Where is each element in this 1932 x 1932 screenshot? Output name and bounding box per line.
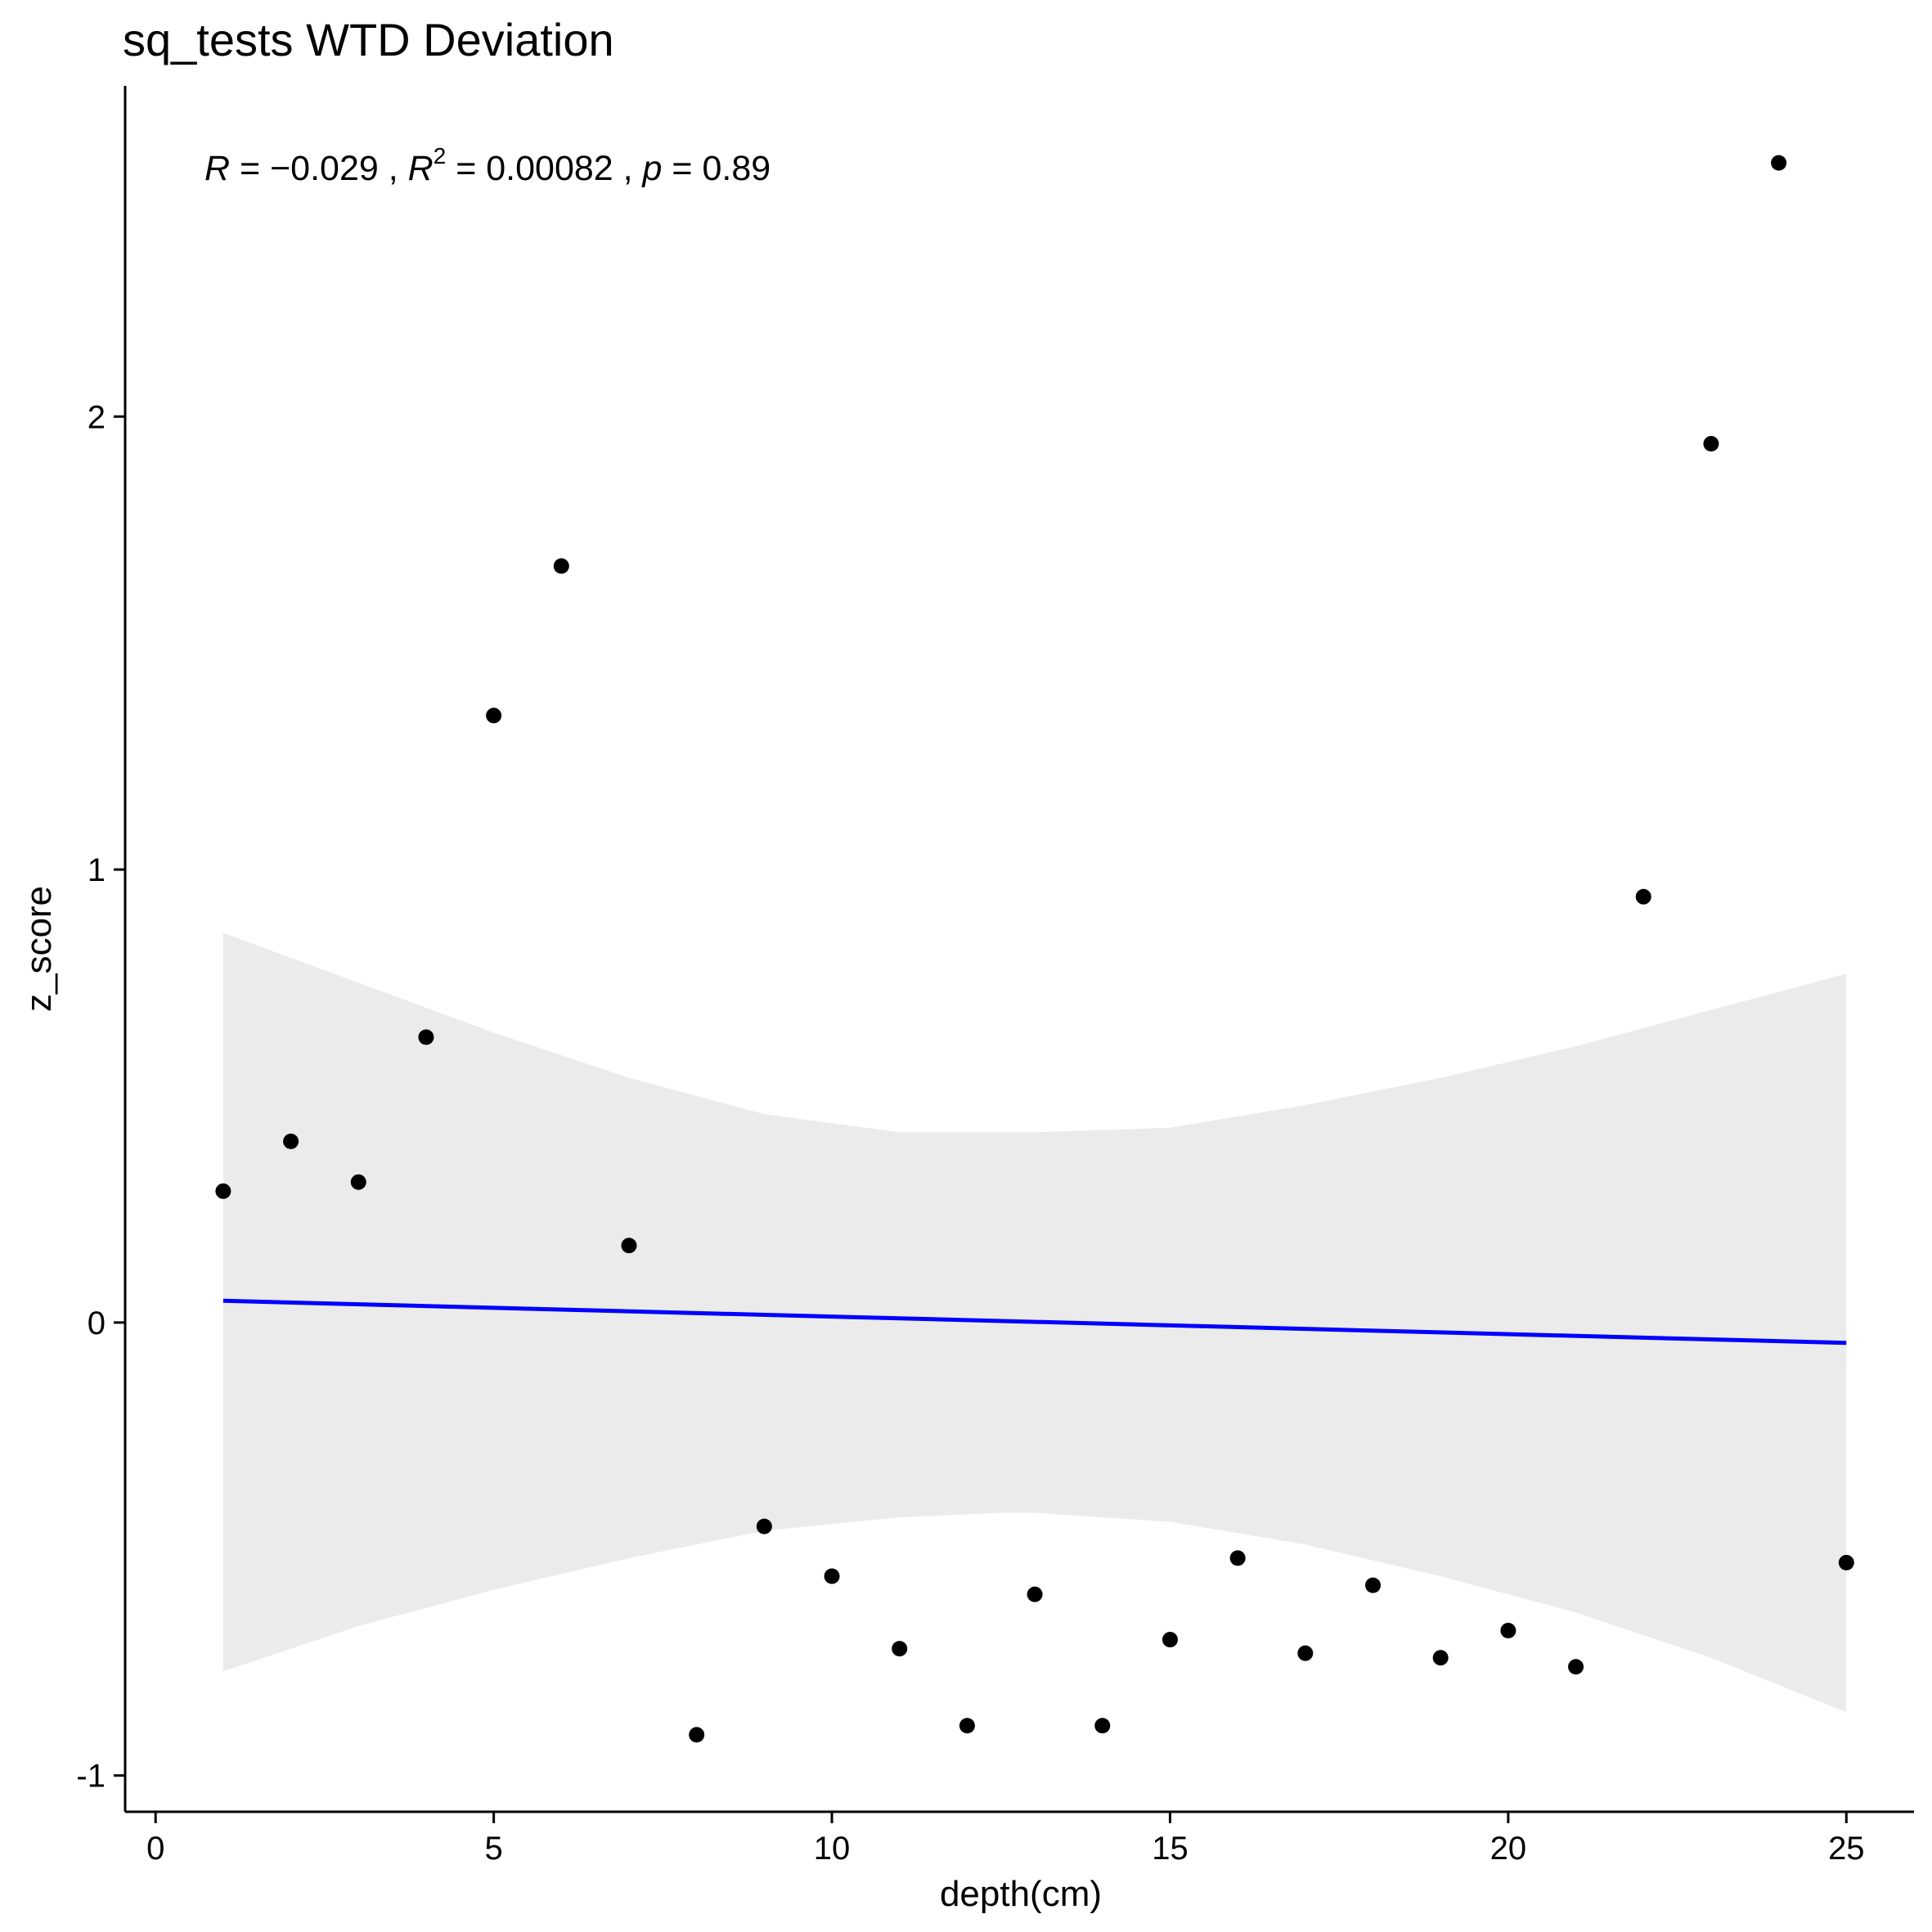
data-point [892, 1641, 908, 1657]
data-point [824, 1568, 840, 1584]
y-axis-label: z_score [19, 886, 59, 1012]
data-point [283, 1133, 299, 1149]
x-axis-label: depth(cm) [940, 1874, 1102, 1914]
data-point [756, 1518, 772, 1534]
data-point [418, 1029, 434, 1045]
data-point [1703, 436, 1719, 452]
regression-line-layer [222, 1298, 1847, 1346]
x-tick-label: 0 [146, 1831, 164, 1867]
data-point [1229, 1550, 1246, 1566]
annot-r2-value: = 0.00082 , [446, 149, 642, 188]
regression-line [222, 1298, 1847, 1346]
data-point [1365, 1577, 1382, 1593]
data-point [1635, 888, 1651, 905]
data-point [689, 1727, 705, 1743]
data-point [486, 708, 502, 724]
annot-p-symbol: p [641, 149, 663, 188]
data-point [553, 558, 569, 574]
data-point [1432, 1650, 1449, 1666]
data-point [1771, 155, 1787, 171]
data-points-layer [215, 155, 1854, 1743]
annot-r-value: = −0.029 , [230, 149, 408, 188]
data-point [1568, 1659, 1584, 1675]
y-tick-label: -1 [76, 1759, 106, 1795]
y-ticks-layer: -1 0 1 2 [76, 399, 125, 1795]
annot-r2-superscript: 2 [434, 143, 447, 168]
data-point [1838, 1554, 1854, 1570]
x-tick-label: 15 [1152, 1831, 1188, 1867]
data-point [1027, 1586, 1043, 1602]
data-point [621, 1238, 637, 1254]
stats-annotation: R = −0.029 , R2 = 0.00082 , p = 0.89 [204, 143, 771, 188]
data-point [1500, 1622, 1516, 1638]
data-point [1297, 1645, 1314, 1661]
data-point [350, 1174, 366, 1190]
chart-title: sq_tests WTD Deviation [123, 14, 614, 65]
x-tick-label: 20 [1490, 1831, 1527, 1867]
y-tick-label: 1 [88, 852, 106, 888]
y-tick-label: 2 [88, 399, 106, 435]
annot-r-symbol: R [204, 149, 230, 188]
x-ticks-layer: 0 5 10 15 20 25 [146, 1812, 1865, 1867]
annot-p-value: = 0.89 [662, 149, 771, 188]
data-point [215, 1183, 231, 1199]
data-point [1161, 1632, 1178, 1648]
x-tick-label: 5 [485, 1831, 503, 1867]
data-point [959, 1718, 975, 1734]
data-point [1094, 1718, 1111, 1734]
x-tick-label: 25 [1828, 1831, 1865, 1867]
x-tick-label: 10 [814, 1831, 851, 1867]
annot-r2-symbol: R [408, 149, 434, 188]
y-tick-label: 0 [88, 1305, 106, 1341]
